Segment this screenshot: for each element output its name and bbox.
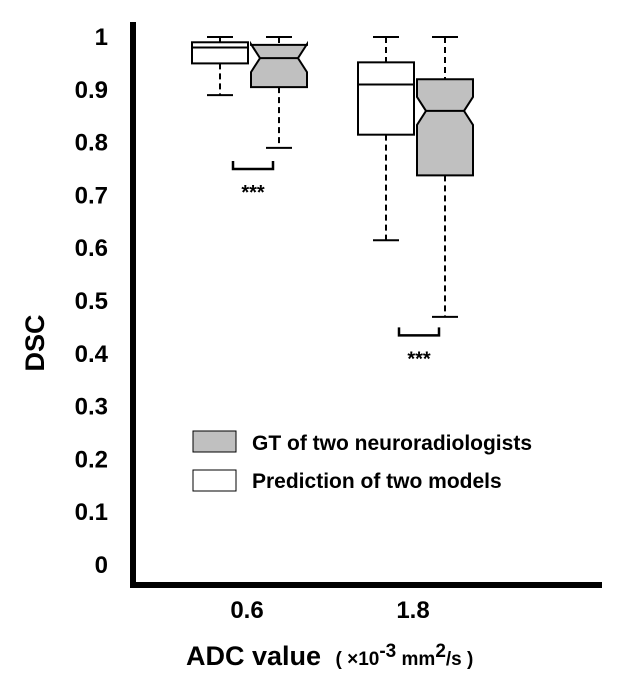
- box-body: [250, 40, 308, 89]
- y-tick-label: 0.1: [75, 499, 108, 526]
- y-tick-label: 0.2: [75, 446, 108, 473]
- significance-bracket: [231, 161, 275, 171]
- legend: GT of two neuroradiologists Prediction o…: [192, 430, 532, 493]
- significance-annotation: ***: [397, 327, 441, 370]
- y-tick-label: 0.3: [75, 394, 108, 421]
- significance-bracket: [397, 327, 441, 337]
- y-tick-label: 0.9: [75, 77, 108, 104]
- y-tick-label: 0.7: [75, 182, 108, 209]
- x-axis-unit-mm: mm: [396, 649, 435, 670]
- box-body: [191, 41, 249, 65]
- box-body: [357, 61, 415, 136]
- x-axis-label: ADC value: [186, 641, 321, 671]
- box-gt: [250, 36, 308, 149]
- x-axis-unit-square: 2: [435, 641, 446, 662]
- x-tick-label: 1.8: [396, 597, 429, 624]
- x-axis-unit-prefix: ( ×10: [336, 649, 380, 670]
- y-tick-label: 0: [95, 552, 108, 579]
- y-tick-label: 0.5: [75, 288, 108, 315]
- y-tick-label: 1: [95, 24, 108, 51]
- significance-stars: ***: [241, 182, 265, 204]
- legend-swatch-gt: [192, 430, 237, 453]
- y-tick-label: 0.6: [75, 235, 108, 262]
- legend-label-gt: GT of two neuroradiologists: [252, 432, 532, 455]
- box-prediction: [191, 36, 249, 97]
- legend-swatch-prediction: [192, 469, 237, 492]
- x-axis-unit-exponent: -3: [379, 641, 396, 662]
- y-tick-label: 0.8: [75, 130, 108, 157]
- significance-stars: ***: [407, 348, 431, 370]
- box-body: [416, 78, 474, 177]
- box-gt: [416, 36, 474, 318]
- x-axis-unit-suffix: /s ): [446, 649, 473, 670]
- x-tick-label: 0.6: [230, 597, 263, 624]
- significance-annotation: ***: [231, 161, 275, 204]
- legend-label-prediction: Prediction of two models: [252, 470, 502, 493]
- x-axis-title: ADC value ( ×10-3 mm2/s ): [186, 641, 473, 671]
- y-tick-label: 0.4: [75, 341, 109, 368]
- y-axis-title: DSC: [20, 314, 50, 371]
- box-prediction: [357, 36, 415, 242]
